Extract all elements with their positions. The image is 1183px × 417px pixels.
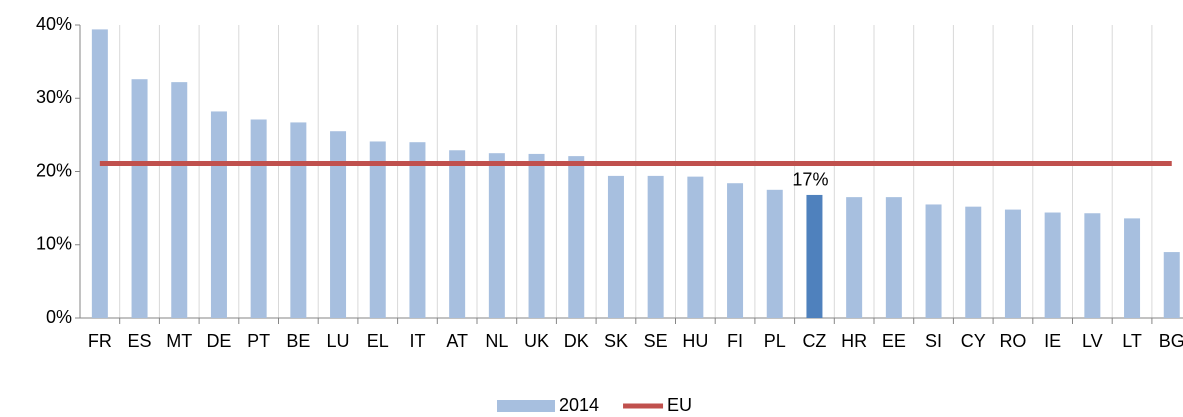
x-tick-label: CZ [802, 331, 826, 351]
bar [250, 119, 267, 319]
legend-label: 2014 [559, 395, 599, 415]
y-tick-label: 0% [46, 307, 72, 327]
bar [806, 194, 823, 318]
bar [131, 79, 148, 318]
x-tick-label: IT [409, 331, 425, 351]
bar [647, 175, 664, 318]
bar [766, 189, 783, 318]
y-tick-label: 40% [36, 14, 72, 34]
x-tick-label: MT [166, 331, 192, 351]
y-tick-label: 30% [36, 87, 72, 107]
x-tick-label: ES [128, 331, 152, 351]
bar [568, 156, 585, 318]
x-tick-label: AT [446, 331, 468, 351]
x-tick-label: SI [925, 331, 942, 351]
x-tick-label: EE [882, 331, 906, 351]
bar [687, 176, 704, 318]
x-tick-label: DE [206, 331, 231, 351]
bar [1163, 252, 1180, 318]
x-tick-label: BG [1159, 331, 1183, 351]
x-tick-label: IE [1044, 331, 1061, 351]
bar [925, 204, 942, 318]
x-tick-label: EL [367, 331, 389, 351]
x-tick-label: NL [485, 331, 508, 351]
x-tick-label: FI [727, 331, 743, 351]
bar [449, 150, 466, 318]
x-tick-label: RO [999, 331, 1026, 351]
legend-label: EU [667, 395, 692, 415]
bar [210, 111, 227, 318]
bar [607, 175, 624, 318]
x-tick-label: LU [327, 331, 350, 351]
bar [171, 82, 188, 318]
x-tick-label: HU [682, 331, 708, 351]
x-tick-label: PL [764, 331, 786, 351]
x-tick-label: FR [88, 331, 112, 351]
bar [1084, 213, 1101, 318]
y-tick-label: 10% [36, 234, 72, 254]
x-tick-label: LV [1082, 331, 1103, 351]
bar [1044, 212, 1061, 318]
bar [727, 183, 744, 318]
bar [885, 197, 902, 318]
bar [965, 206, 982, 318]
legend-swatch [497, 400, 555, 412]
bar [330, 131, 347, 318]
bar [846, 197, 863, 318]
bar [409, 142, 426, 318]
x-tick-label: BE [286, 331, 310, 351]
bar [91, 29, 108, 319]
bar [1004, 209, 1021, 318]
x-tick-label: PT [247, 331, 270, 351]
data-label: 17% [792, 170, 828, 190]
x-tick-label: SE [644, 331, 668, 351]
bar [369, 141, 386, 318]
x-tick-label: DK [564, 331, 589, 351]
x-tick-label: SK [604, 331, 628, 351]
bar [290, 122, 307, 318]
x-tick-label: HR [841, 331, 867, 351]
x-tick-label: UK [524, 331, 549, 351]
bar [1124, 218, 1141, 318]
x-tick-label: CY [961, 331, 986, 351]
bar [488, 153, 505, 318]
bar [528, 153, 545, 318]
y-tick-label: 20% [36, 160, 72, 180]
x-tick-label: LT [1122, 331, 1142, 351]
